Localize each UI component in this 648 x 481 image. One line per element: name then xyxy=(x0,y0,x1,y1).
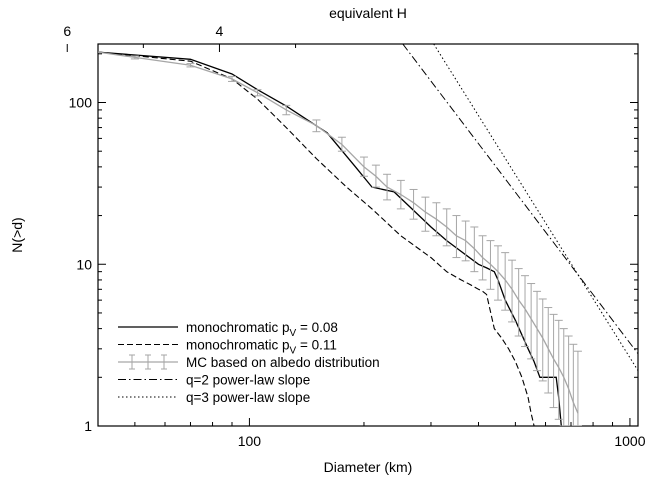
series-line-dotted xyxy=(433,44,638,371)
legend-item: q=2 power-law slope xyxy=(118,373,310,388)
legend-text: q=2 power-law slope xyxy=(186,373,310,388)
legend-text: MC based on albedo distribution xyxy=(186,355,380,370)
y-tick-label: 1 xyxy=(84,418,92,434)
legend-label: q=3 power-law slope xyxy=(186,390,310,405)
series-line-dashdot xyxy=(402,44,638,355)
legend-item: q=3 power-law slope xyxy=(118,390,310,405)
legend-item: MC based on albedo distribution xyxy=(118,354,380,370)
x2-tick-label: 4 xyxy=(216,23,224,39)
y-axis-label: N(>d) xyxy=(9,217,25,252)
x2-axis-label: equivalent H xyxy=(329,5,407,21)
legend-subscript: V xyxy=(290,328,297,339)
series-clip-group xyxy=(98,44,638,426)
legend-tail: = 0.11 xyxy=(296,338,337,353)
x-tick-label: 100 xyxy=(238,433,262,449)
series-line-dashed xyxy=(98,51,535,426)
legend-subscript: V xyxy=(290,346,297,357)
legend-label: q=2 power-law slope xyxy=(186,373,310,388)
legend-label: monochromatic pV = 0.08 xyxy=(186,320,338,339)
y-tick-label: 100 xyxy=(69,95,93,111)
legend-text: monochromatic p xyxy=(186,320,290,335)
x-tick-label: 1000 xyxy=(614,433,645,449)
legend-text: q=3 power-law slope xyxy=(186,390,310,405)
series-line-gray-errorbar xyxy=(98,51,579,414)
x2-tick-label: 6 xyxy=(63,23,71,39)
x-axis-label: Diameter (km) xyxy=(324,459,413,475)
legend-tail: = 0.08 xyxy=(296,320,338,335)
legend-text: monochromatic p xyxy=(186,338,290,353)
plot-frame xyxy=(97,43,639,427)
legend-label: MC based on albedo distribution xyxy=(186,355,380,370)
legend-item: monochromatic pV = 0.08 xyxy=(118,320,338,339)
ticks-group: 100100011010010864 xyxy=(63,23,645,449)
mc-errorbars xyxy=(130,55,582,426)
legend-item: monochromatic pV = 0.11 xyxy=(118,338,337,357)
series-group xyxy=(98,44,638,426)
legend-label: monochromatic pV = 0.11 xyxy=(186,338,337,357)
y-tick-label: 10 xyxy=(76,256,92,272)
